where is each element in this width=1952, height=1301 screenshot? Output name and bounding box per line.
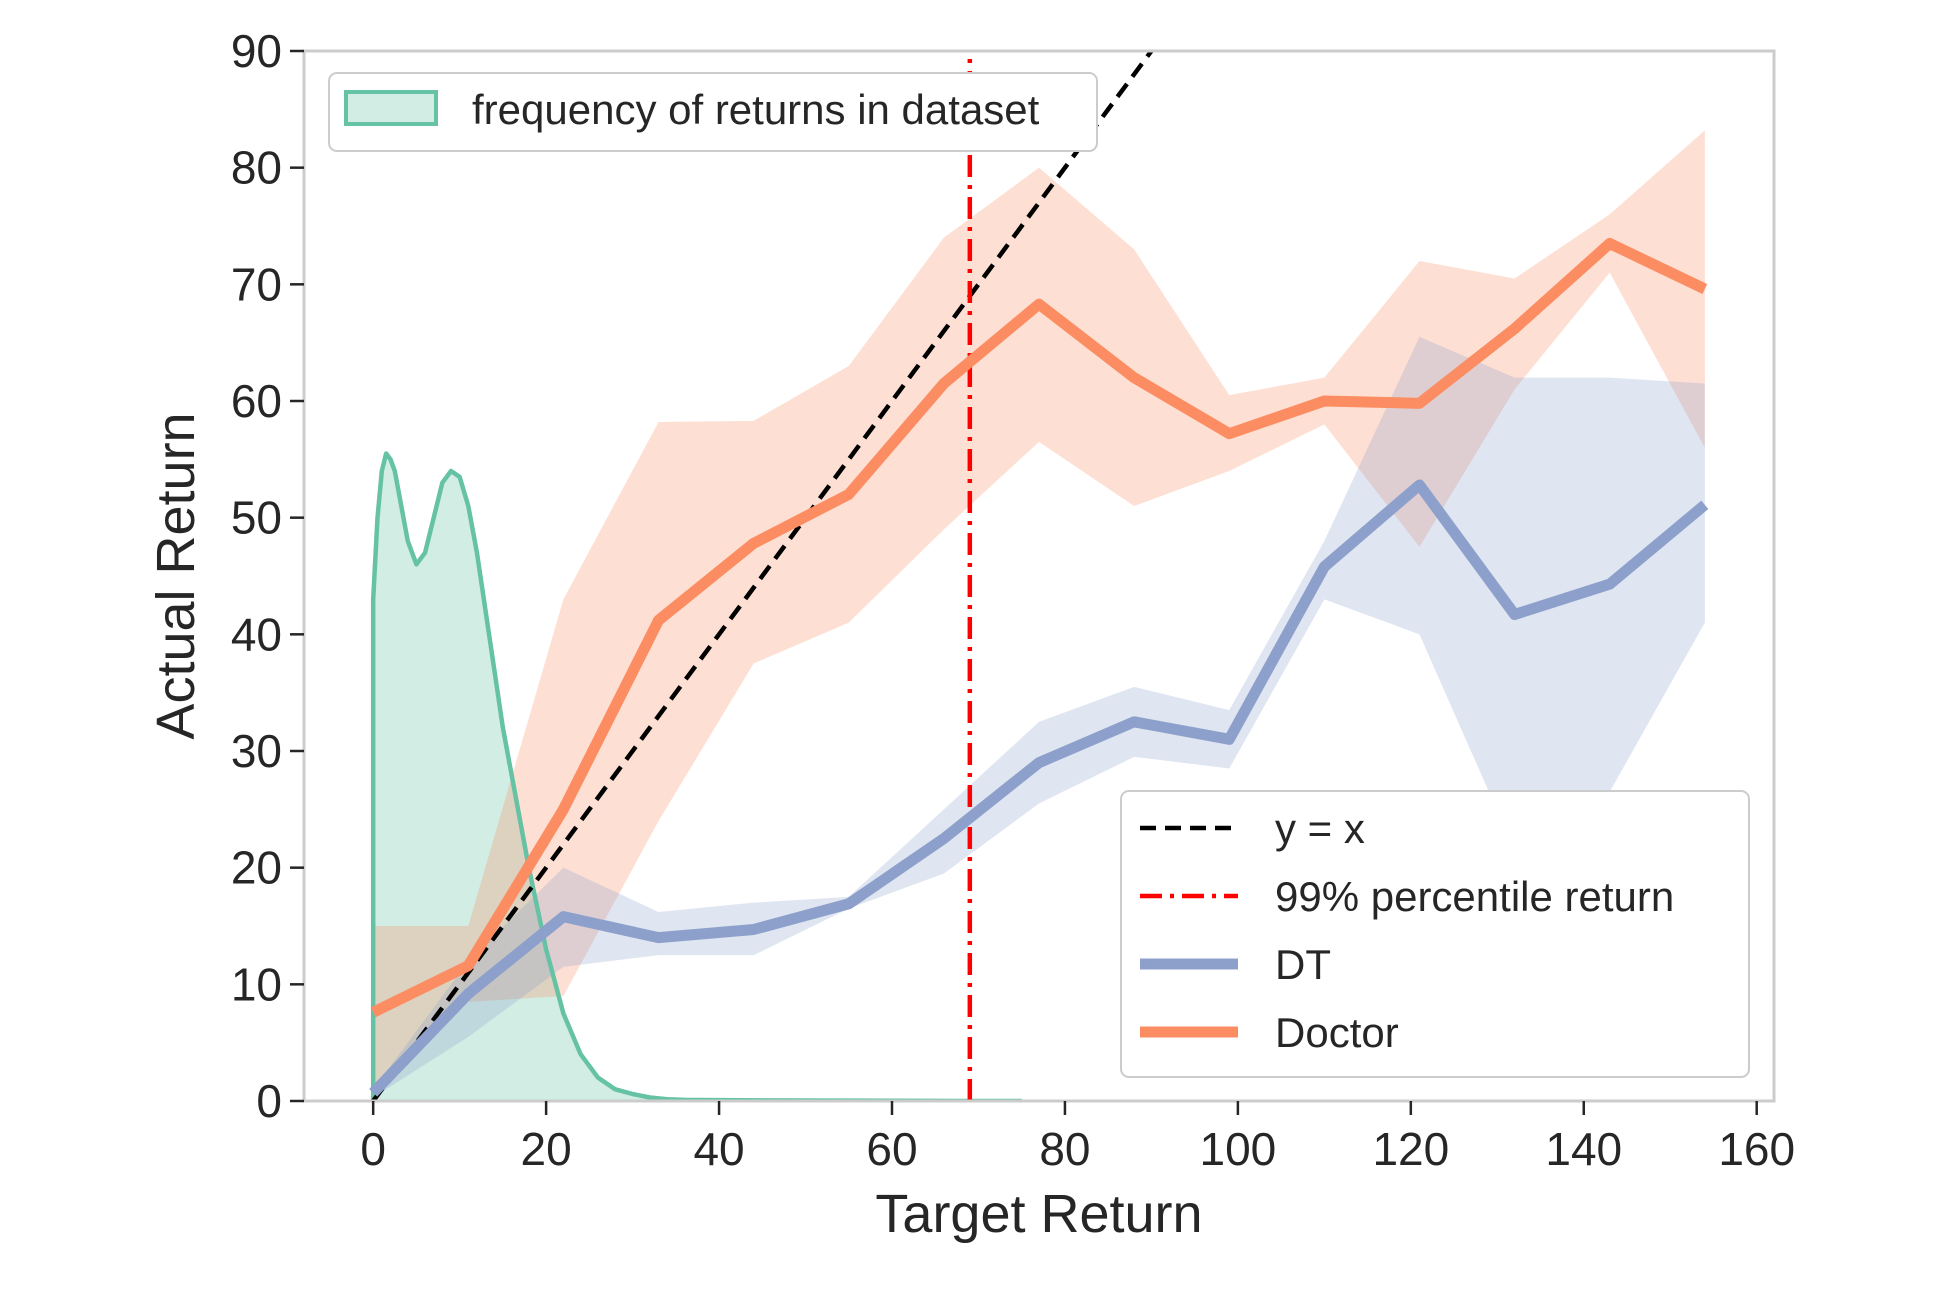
y-tick-label: 10 xyxy=(231,958,282,1010)
x-tick-label: 80 xyxy=(1039,1123,1090,1175)
x-tick-label: 160 xyxy=(1718,1123,1795,1175)
x-axis-title: Target Return xyxy=(875,1184,1202,1244)
y-tick-label: 50 xyxy=(231,492,282,544)
y-tick-label: 20 xyxy=(231,842,282,894)
x-tick-label: 0 xyxy=(360,1123,386,1175)
y-tick-label: 90 xyxy=(231,25,282,77)
y-tick-label: 70 xyxy=(231,258,282,310)
legend-dt-label: DT xyxy=(1275,941,1331,988)
y-tick-label: 30 xyxy=(231,725,282,777)
legend-frequency-swatch xyxy=(346,92,436,124)
y-tick-label: 0 xyxy=(256,1075,282,1127)
legend-y-x-label: y = x xyxy=(1275,805,1365,852)
y-tick-label: 60 xyxy=(231,375,282,427)
x-tick-label: 60 xyxy=(866,1123,917,1175)
x-tick-label: 120 xyxy=(1372,1123,1449,1175)
legend-frequency-label: frequency of returns in dataset xyxy=(472,86,1040,133)
legend-doctor-label: Doctor xyxy=(1275,1009,1399,1056)
x-tick-label: 20 xyxy=(521,1123,572,1175)
x-tick-label: 140 xyxy=(1545,1123,1622,1175)
y-tick-label: 80 xyxy=(231,142,282,194)
y-axis-title: Actual Return xyxy=(146,412,206,739)
x-tick-label: 40 xyxy=(693,1123,744,1175)
y-tick-label: 40 xyxy=(231,608,282,660)
legend-99-percentile-return-label: 99% percentile return xyxy=(1275,873,1674,920)
x-tick-label: 100 xyxy=(1200,1123,1277,1175)
